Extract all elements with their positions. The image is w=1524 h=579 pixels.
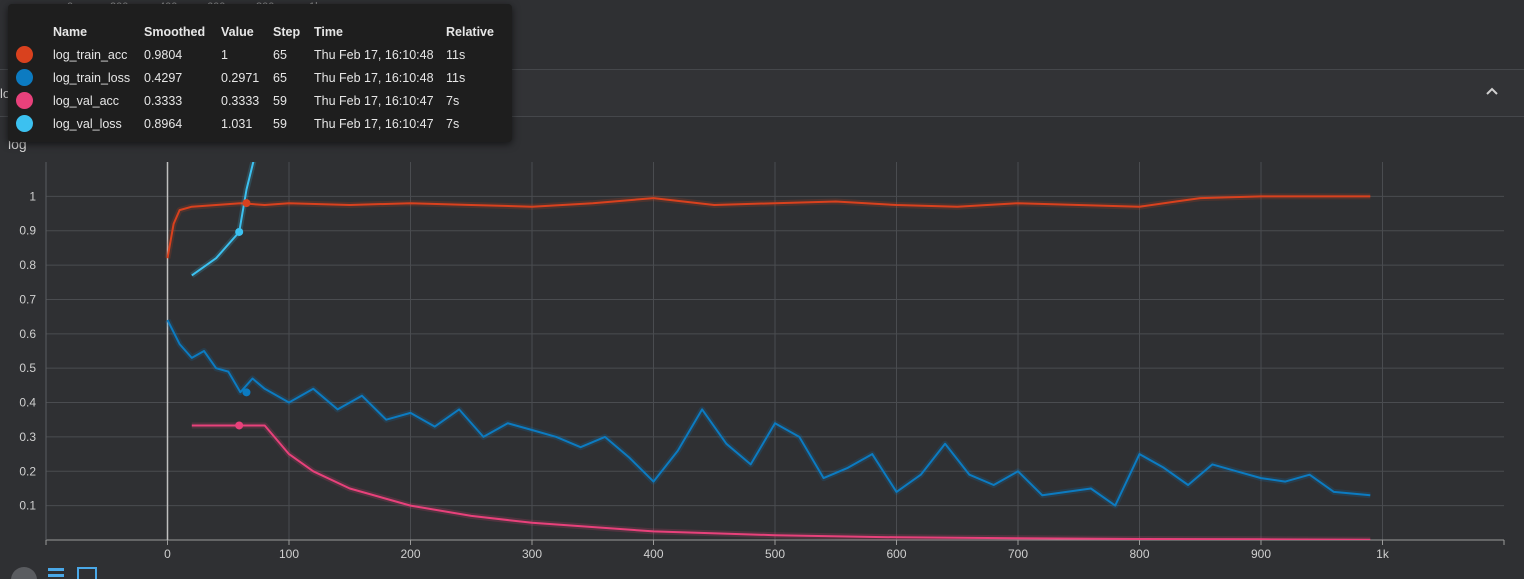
hover-marker	[235, 227, 244, 236]
time-value: Thu Feb 17, 16:10:47	[314, 93, 434, 108]
y-tick-label: 0.5	[19, 361, 36, 375]
y-tick-label: 0.6	[19, 327, 36, 341]
section-divider	[0, 69, 1524, 70]
hover-marker	[242, 388, 251, 397]
tooltip-row: log_train_acc 0.9804 1 65 Thu Feb 17, 16…	[16, 43, 506, 66]
tooltip-header-smoothed: Smoothed	[144, 24, 206, 39]
relative-value: 7s	[446, 116, 460, 131]
raw-value: 0.2971	[221, 70, 260, 85]
hover-marker	[242, 199, 251, 208]
x-tick-label: 700	[1008, 547, 1028, 560]
x-tick-label: 800	[1129, 547, 1149, 560]
y-tick-label: 0.3	[19, 430, 36, 444]
relative-value: 11s	[446, 47, 466, 62]
x-tick-label: 400	[643, 547, 663, 560]
x-tick-label: 100	[279, 547, 299, 560]
fit-domain-icon[interactable]	[76, 566, 98, 579]
x-tick-label: 500	[765, 547, 785, 560]
tooltip-header-relative: Relative	[446, 24, 494, 39]
raw-value: 1.031	[221, 116, 253, 131]
relative-value: 11s	[446, 70, 466, 85]
tooltip-header-time: Time	[314, 24, 343, 39]
chart-grid	[46, 162, 1504, 540]
tooltip-header-name: Name	[53, 24, 88, 39]
series-color-dot	[16, 43, 53, 66]
y-tick-label: 1	[29, 189, 36, 203]
tooltip-table: Name Smoothed Value Step Time Relative l…	[16, 20, 506, 135]
tooltip-row: log_train_loss 0.4297 0.2971 65 Thu Feb …	[16, 66, 506, 89]
raw-value: 0.3333	[221, 93, 260, 108]
series-raw-band	[190, 162, 257, 278]
time-value: Thu Feb 17, 16:10:47	[314, 116, 434, 131]
section-divider	[0, 116, 1524, 117]
time-value: Thu Feb 17, 16:10:48	[314, 70, 434, 85]
y-tick-label: 0.1	[19, 499, 36, 513]
series-name: log_val_acc	[53, 93, 120, 108]
chart-tooltip: Name Smoothed Value Step Time Relative l…	[8, 4, 512, 142]
x-tick-label: 300	[522, 547, 542, 560]
tooltip-row: log_val_acc 0.3333 0.3333 59 Thu Feb 17,…	[16, 89, 506, 112]
smoothed-value: 0.9804	[144, 47, 183, 62]
y-tick-label: 0.4	[19, 396, 36, 410]
y-tick-label: 0.8	[19, 258, 36, 272]
series-line-log_train_acc	[166, 195, 1371, 259]
series-color-dot	[16, 112, 53, 135]
tooltip-header-value: Value	[221, 24, 254, 39]
step-value: 59	[273, 116, 287, 131]
x-tick-label: 200	[400, 547, 420, 560]
raw-value: 1	[221, 47, 228, 62]
smoothed-value: 0.3333	[144, 93, 183, 108]
x-tick-label: 0	[164, 547, 171, 560]
lines-icon[interactable]	[46, 566, 66, 579]
y-tick-label: 0.9	[19, 224, 36, 238]
tooltip-row: log_val_loss 0.8964 1.031 59 Thu Feb 17,…	[16, 112, 506, 135]
series-layer	[164, 162, 1371, 540]
step-value: 65	[273, 47, 287, 62]
time-value: Thu Feb 17, 16:10:48	[314, 47, 434, 62]
fullscreen-icon[interactable]	[10, 566, 38, 579]
line-chart[interactable]: 0.1 0.2 0.3 0.4 0.5 0.6 0.7 0.8 0.9 1 0 100 200 300 40…	[0, 150, 1524, 560]
step-value: 65	[273, 70, 287, 85]
smoothed-value: 0.8964	[144, 116, 183, 131]
series-raw-band	[164, 318, 1371, 509]
series-color-dot	[16, 66, 53, 89]
tooltip-header-row: Name Smoothed Value Step Time Relative	[16, 20, 506, 43]
series-name: log_train_acc	[53, 47, 128, 62]
chart-toolbar	[10, 566, 130, 579]
chevron-up-icon[interactable]	[1480, 80, 1504, 104]
hover-markers	[235, 199, 251, 430]
series-name: log_train_loss	[53, 70, 131, 85]
series-line-log_val_loss	[191, 162, 255, 277]
tooltip-header-step: Step	[273, 24, 301, 39]
series-name: log_val_loss	[53, 116, 122, 131]
tooltip-header-color	[16, 20, 53, 43]
series-color-dot	[16, 89, 53, 112]
relative-value: 7s	[446, 93, 460, 108]
x-tick-label: 600	[886, 547, 906, 560]
y-tick-label: 0.2	[19, 464, 36, 478]
x-tick-label: 1k	[1376, 547, 1390, 560]
smoothed-value: 0.4297	[144, 70, 183, 85]
x-tick-label: 900	[1251, 547, 1271, 560]
step-value: 59	[273, 93, 287, 108]
series-line-log_val_acc	[191, 424, 1371, 540]
hover-marker	[235, 421, 244, 430]
y-tick-label: 0.7	[19, 292, 36, 306]
series-line-log_train_loss	[166, 319, 1371, 507]
